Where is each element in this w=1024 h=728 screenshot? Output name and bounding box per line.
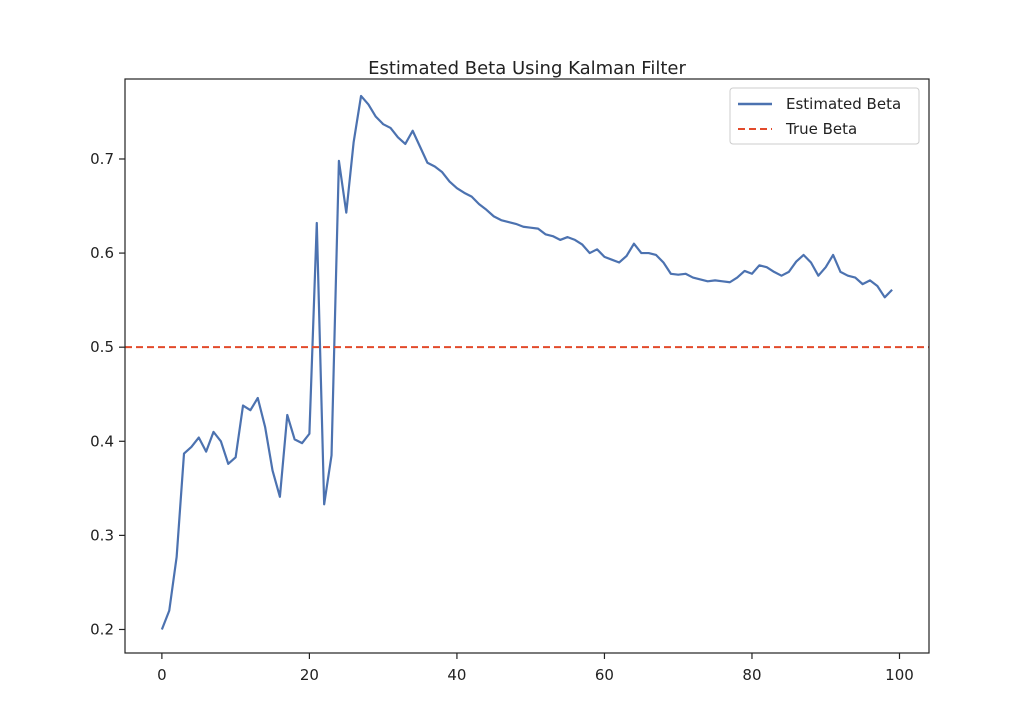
x-tick-label: 100 xyxy=(885,666,914,684)
legend-frame xyxy=(729,87,920,145)
axes-frame xyxy=(124,78,930,654)
y-tick-label: 0.7 xyxy=(90,150,114,168)
axes: 0 20 40 60 80 100 0.2 0.3 0.4 0.5 0.6 0.7 xyxy=(90,78,930,684)
plot-area xyxy=(125,94,929,630)
x-tick-label: 0 xyxy=(157,666,167,684)
x-tick-label: 80 xyxy=(742,666,761,684)
y-tick-label: 0.3 xyxy=(90,526,114,544)
x-tick-label: 60 xyxy=(595,666,614,684)
y-tick-label: 0.4 xyxy=(90,432,114,450)
y-tick-label: 0.6 xyxy=(90,244,114,262)
legend: Estimated Beta True Beta xyxy=(729,87,920,145)
y-tick-label: 0.2 xyxy=(90,620,114,638)
chart-title: Estimated Beta Using Kalman Filter xyxy=(368,58,686,79)
legend-label-estimated-beta: Estimated Beta xyxy=(786,95,901,113)
series-estimated-beta-line xyxy=(160,94,893,630)
x-tick-label: 20 xyxy=(300,666,319,684)
legend-label-true-beta: True Beta xyxy=(785,120,857,138)
x-tick-label: 40 xyxy=(447,666,466,684)
y-tick-label: 0.5 xyxy=(90,338,114,356)
